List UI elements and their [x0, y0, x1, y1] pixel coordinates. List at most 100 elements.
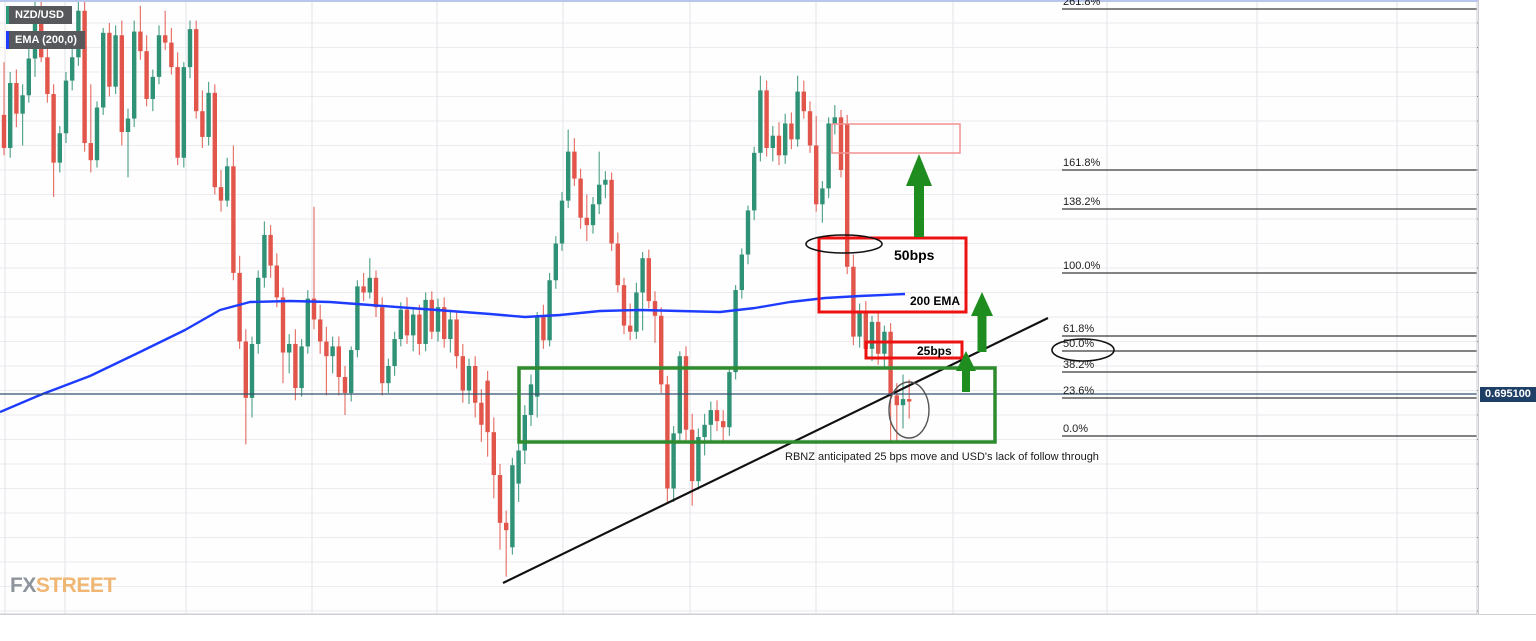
candle-body: [739, 254, 744, 291]
candle-body: [541, 317, 546, 341]
candle-body: [287, 343, 292, 353]
candle-body: [510, 465, 515, 548]
fib50-ellipse[interactable]: [1051, 338, 1115, 362]
candle-body: [175, 67, 180, 158]
candle-body: [113, 35, 118, 87]
candle-body: [659, 315, 664, 385]
candle-body: [8, 83, 13, 148]
candle-body: [907, 399, 912, 402]
candle-body: [801, 91, 806, 112]
candle-body: [411, 314, 416, 336]
price-axis-strip: [1478, 0, 1536, 614]
candle-body: [894, 395, 899, 406]
candle-body: [807, 111, 813, 146]
candle-body: [423, 299, 428, 344]
candle-body: [88, 143, 93, 161]
candle-body: [671, 433, 676, 489]
candle-body: [318, 319, 323, 342]
symbol-badge[interactable]: NZD/USD: [6, 6, 72, 24]
fib-label-1000: 100.0%: [1063, 260, 1101, 272]
candle-body: [144, 51, 149, 99]
candle-body: [826, 123, 831, 189]
candle-body: [783, 123, 788, 156]
candle-body: [435, 307, 441, 332]
candle-body: [814, 145, 819, 205]
candle-body: [206, 92, 211, 137]
annotation-rbnz-note: RBNZ anticipated 25 bps move and USD's l…: [785, 451, 1099, 463]
candle-body: [237, 272, 242, 342]
25bps-box[interactable]: [864, 340, 964, 360]
candle-body: [776, 135, 782, 156]
candle-body: [200, 111, 205, 137]
fib-label-500: 50.0%: [1063, 338, 1095, 350]
symbol-badge-label: NZD/USD: [15, 9, 64, 21]
50bps-box[interactable]: [817, 236, 968, 314]
candle-body: [888, 331, 893, 396]
candle-body: [107, 32, 112, 87]
candle-body: [479, 402, 484, 425]
candle-body: [528, 384, 534, 415]
candle-body: [851, 266, 856, 337]
candle-body: [838, 117, 844, 170]
candle-body: [708, 410, 713, 425]
candle-body: [150, 76, 155, 99]
candle-body: [590, 204, 596, 226]
fxstreet-logo-street: STREET: [35, 574, 116, 597]
rbnz-candle-circle[interactable]: [888, 381, 930, 439]
candle-body: [305, 298, 310, 347]
fib-label-1618: 161.8%: [1063, 157, 1101, 169]
candle-body: [132, 31, 137, 119]
candle-body: [212, 92, 217, 188]
candle-body: [70, 57, 75, 81]
fib-label-236: 23.6%: [1063, 385, 1095, 397]
candle-body: [225, 166, 230, 201]
annotation-200-ema: 200 EMA: [910, 294, 961, 308]
candle-body: [857, 310, 862, 337]
candle-body: [795, 91, 800, 140]
candle-body: [262, 234, 267, 278]
current-price-badge: 0.695100: [1480, 387, 1536, 402]
candle-body: [714, 410, 720, 422]
ema-indicator-badge[interactable]: EMA (200,0): [6, 31, 85, 49]
candle-body: [578, 178, 583, 218]
candle-body: [442, 307, 447, 340]
candle-body: [789, 123, 794, 140]
candle-body: [324, 341, 329, 357]
candle-body: [82, 10, 87, 144]
candle-body: [45, 57, 50, 95]
candle-body: [404, 309, 410, 336]
candle-body: [634, 292, 639, 332]
candle-body: [745, 210, 751, 255]
candle-body: [429, 299, 434, 332]
breakdown-ellipse[interactable]: [805, 234, 883, 254]
candle-body: [163, 35, 168, 43]
candle-body: [386, 366, 391, 384]
symbol-accent-bar: [6, 6, 9, 24]
candle-body: [169, 42, 174, 68]
candle-body: [646, 258, 651, 302]
candle-body: [466, 366, 472, 391]
candle-body: [566, 151, 571, 201]
candle-body: [367, 277, 372, 293]
target-box[interactable]: [831, 123, 961, 154]
candle-body: [491, 432, 496, 476]
candle-body: [299, 346, 304, 389]
ema-badge-label: EMA (200,0): [15, 34, 77, 46]
candle-body: [256, 277, 261, 344]
candle-body: [231, 166, 236, 273]
candle-body: [758, 90, 763, 153]
candle-body: [268, 234, 273, 266]
candle-body: [20, 95, 25, 114]
candle-body: [621, 285, 627, 326]
candle-body: [249, 343, 255, 398]
fib-label-00: 0.0%: [1063, 423, 1089, 435]
ascending-trendline[interactable]: [502, 317, 1049, 584]
support-box[interactable]: [517, 366, 997, 444]
candle-body: [26, 58, 31, 96]
fib-label-1382: 138.2%: [1063, 196, 1101, 208]
fib-label-618: 61.8%: [1063, 323, 1095, 335]
candle-body: [900, 399, 906, 406]
candle-body: [876, 321, 881, 354]
candle-body: [721, 421, 726, 428]
